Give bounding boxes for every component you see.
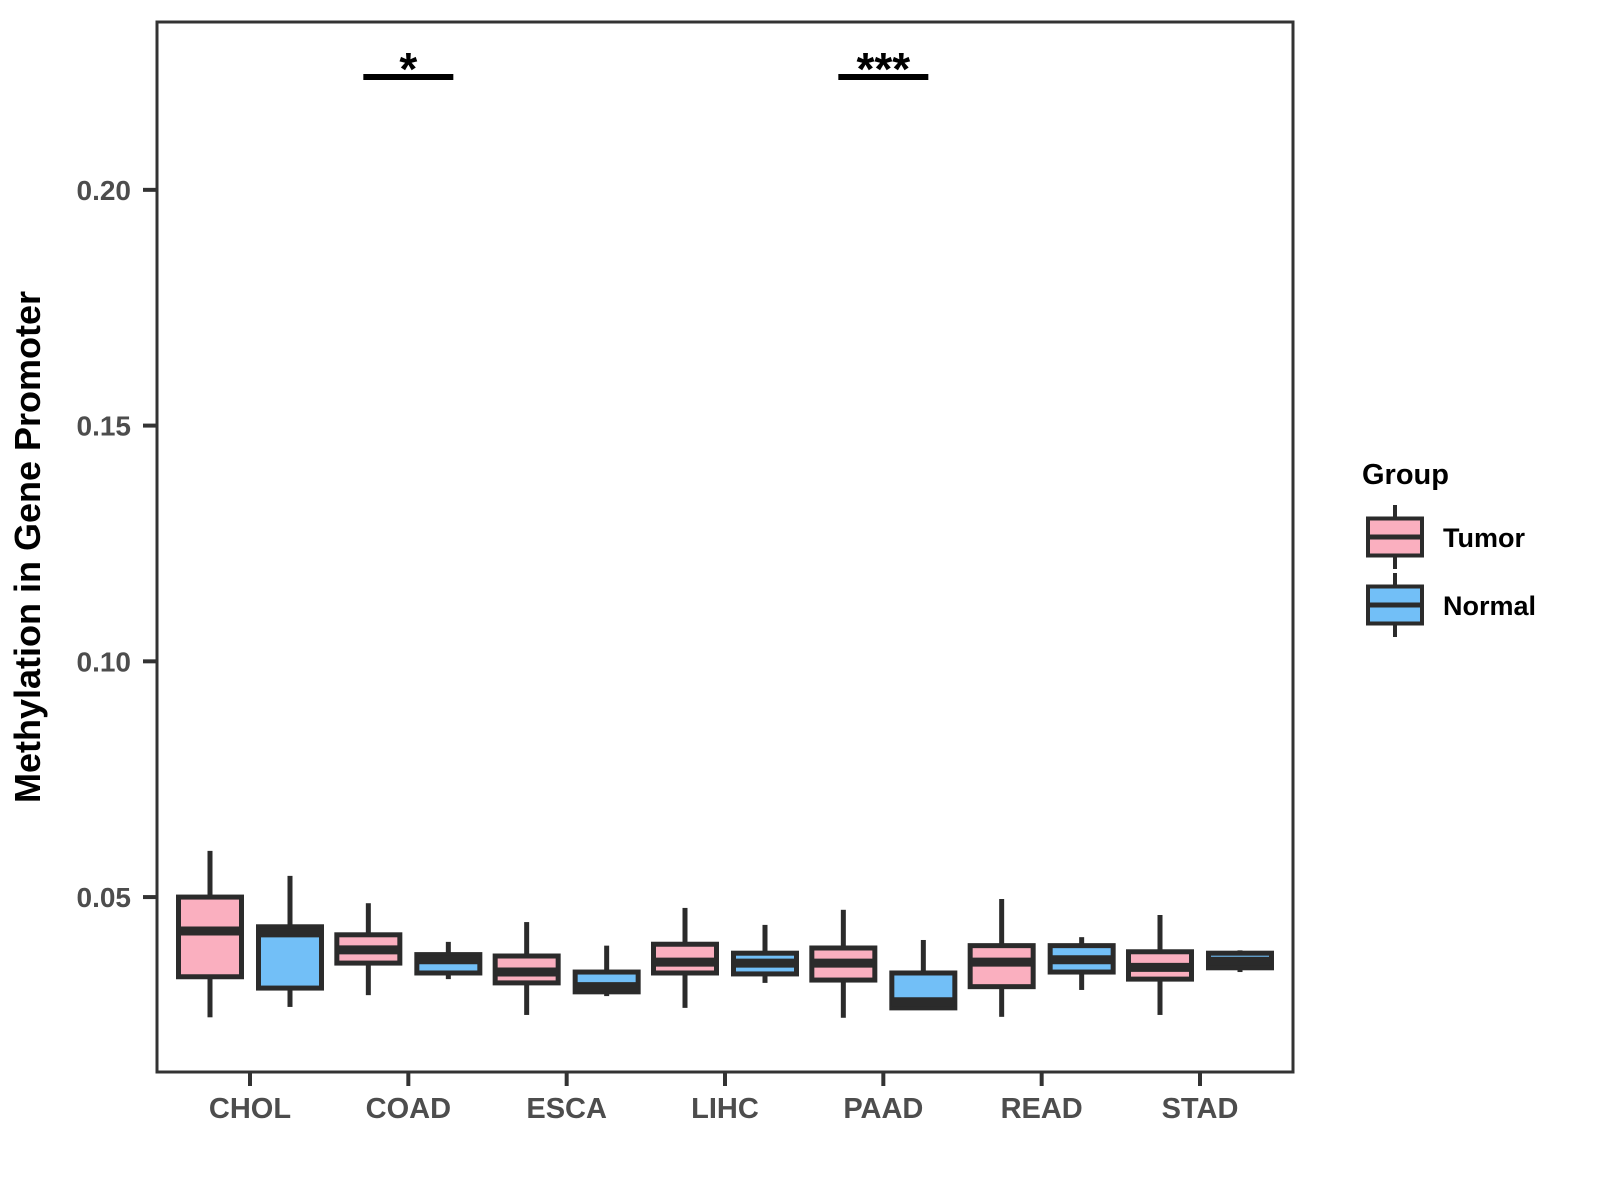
- x-tick-label-STAD: STAD: [1162, 1093, 1239, 1125]
- iqr-box: [176, 894, 244, 980]
- box-CHOL-Normal: [256, 875, 324, 1007]
- y-axis-title: Methylation in Gene Promoter: [7, 291, 48, 803]
- y-axis: 0.05 0.10 0.15 0.20: [77, 175, 157, 913]
- box-LIHC-Tumor: [650, 907, 719, 1008]
- box-PAAD-Normal: [889, 939, 958, 1011]
- boxes-layer: [176, 850, 1274, 1018]
- x-tick-label-ESCA: ESCA: [526, 1093, 607, 1125]
- legend-item-tumor: Tumor: [1366, 505, 1525, 569]
- legend-label-tumor: Tumor: [1443, 523, 1525, 553]
- y-tick-label-0.20: 0.20: [77, 175, 132, 206]
- x-tick-label-PAAD: PAAD: [843, 1093, 923, 1125]
- x-tick-label-COAD: COAD: [366, 1093, 451, 1125]
- significance-label: *: [399, 43, 417, 95]
- legend-item-normal: Normal: [1366, 573, 1536, 637]
- y-tick-label-0.15: 0.15: [77, 411, 132, 442]
- significance-layer: * ***: [363, 43, 929, 95]
- legend: Group Tumor Normal: [1362, 459, 1536, 637]
- plot-panel-border: [155, 20, 1295, 1074]
- x-tick-label-LIHC: LIHC: [691, 1093, 759, 1125]
- box-PAAD-Tumor: [809, 909, 878, 1018]
- box-CHOL-Tumor: [176, 850, 244, 1018]
- x-tick-label-READ: READ: [1001, 1093, 1083, 1125]
- box-STAD-Normal: [1205, 950, 1274, 973]
- box-ESCA-Tumor: [492, 922, 561, 1015]
- x-tick-label-CHOL: CHOL: [209, 1093, 291, 1125]
- box-STAD-Tumor: [1125, 914, 1194, 1015]
- x-axis: CHOL COAD ESCA LIHC PAAD READ STAD: [209, 1072, 1238, 1125]
- significance-COAD: *: [363, 43, 454, 95]
- y-tick-label-0.05: 0.05: [77, 882, 132, 913]
- legend-title: Group: [1362, 459, 1449, 491]
- legend-items: Tumor Normal: [1366, 505, 1536, 637]
- box-COAD-Normal: [414, 941, 483, 980]
- legend-label-normal: Normal: [1443, 591, 1536, 621]
- box-ESCA-Normal: [572, 945, 641, 997]
- box-READ-Normal: [1047, 937, 1116, 990]
- significance-label: ***: [856, 43, 910, 95]
- significance-PAAD: ***: [838, 43, 929, 95]
- box-COAD-Tumor: [334, 903, 403, 996]
- box-LIHC-Normal: [730, 924, 799, 983]
- box-READ-Tumor: [967, 898, 1036, 1017]
- y-tick-label-0.10: 0.10: [77, 646, 132, 677]
